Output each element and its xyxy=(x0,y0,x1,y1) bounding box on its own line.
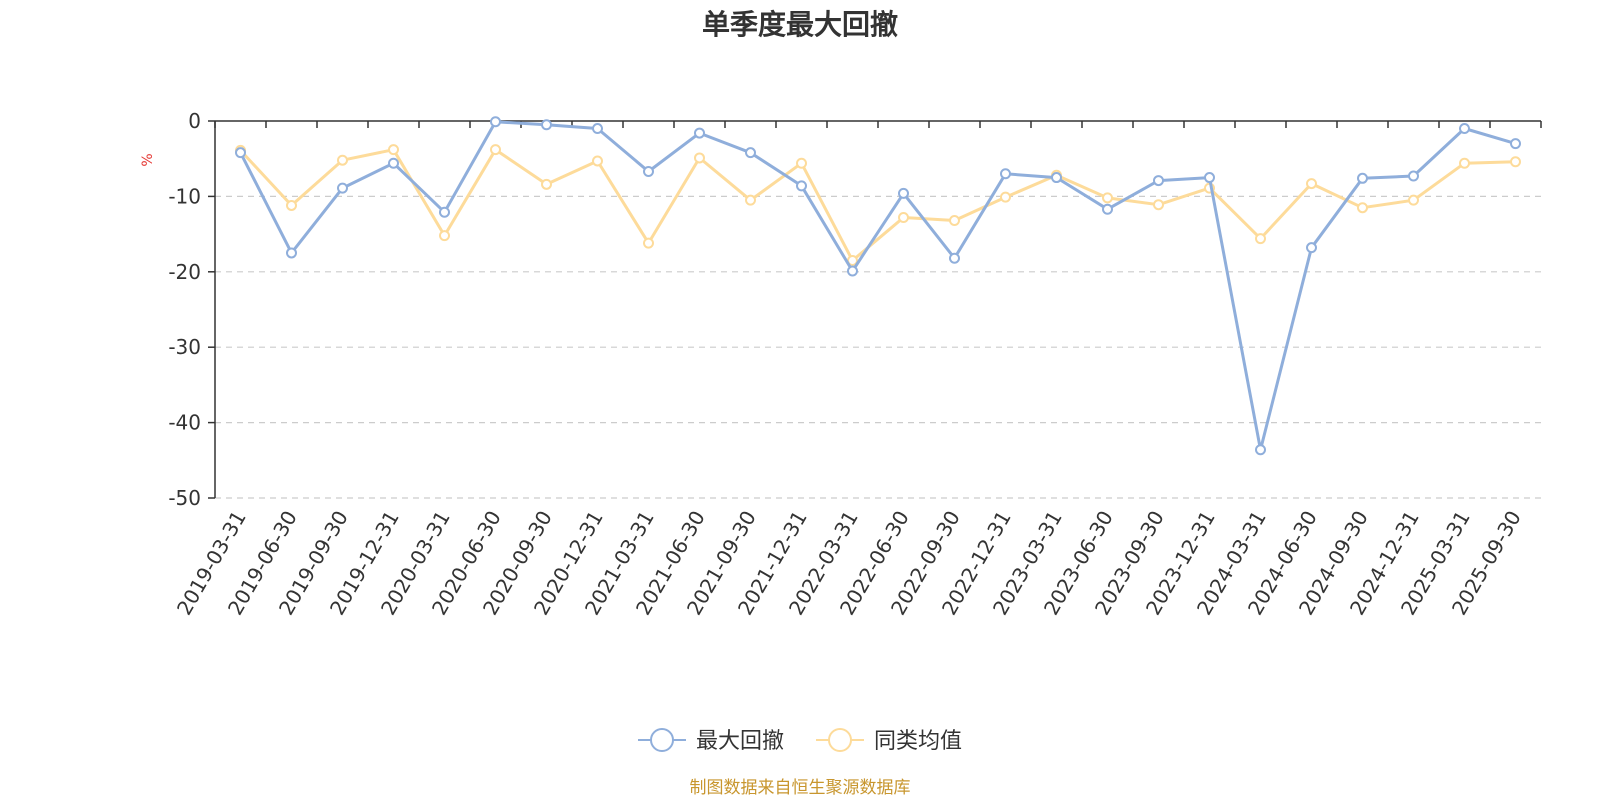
y-tick-label: 0 xyxy=(188,109,201,133)
data-point xyxy=(643,237,654,249)
data-point xyxy=(337,154,348,166)
data-point xyxy=(694,127,705,139)
data-point xyxy=(694,152,705,164)
series-line-peer-average xyxy=(239,148,1516,262)
series-line-max-drawdown xyxy=(239,120,1516,452)
y-tick-labels: 0 -10 -20 -30 -40 -50 xyxy=(168,109,201,510)
data-point xyxy=(388,144,399,156)
data-point xyxy=(898,187,909,199)
source-note: 制图数据来自恒生聚源数据库 xyxy=(690,778,911,798)
data-point xyxy=(1255,444,1266,456)
data-point xyxy=(1306,178,1317,190)
data-point xyxy=(490,116,501,128)
data-point xyxy=(745,194,756,206)
data-point xyxy=(388,157,399,169)
data-point xyxy=(439,230,450,242)
y-tick-label: -10 xyxy=(168,184,201,208)
y-tick-label: -40 xyxy=(168,411,201,435)
data-point xyxy=(541,119,552,131)
data-point xyxy=(847,254,858,266)
data-point xyxy=(949,215,960,227)
y-tick-label: -20 xyxy=(168,260,201,284)
x-tick-labels: 2019-03-312019-06-302019-09-302019-12-31… xyxy=(172,507,1526,620)
grid-lines xyxy=(215,195,1541,499)
data-point xyxy=(337,182,348,194)
data-point xyxy=(1357,202,1368,214)
legend-label: 最大回撤 xyxy=(696,729,784,754)
data-point xyxy=(643,166,654,178)
y-axis-unit: % xyxy=(140,153,156,166)
data-point xyxy=(1459,123,1470,135)
data-point xyxy=(1408,194,1419,206)
data-point xyxy=(1000,191,1011,203)
data-point xyxy=(1255,233,1266,245)
axes xyxy=(208,120,1542,499)
data-point xyxy=(592,155,603,167)
data-point xyxy=(1102,203,1113,215)
data-point xyxy=(541,178,552,190)
data-point xyxy=(1153,175,1164,187)
data-point xyxy=(1357,172,1368,184)
data-point xyxy=(1459,157,1470,169)
legend-circle-icon xyxy=(650,728,674,752)
data-point xyxy=(847,265,858,277)
series-lines xyxy=(235,116,1521,456)
data-point xyxy=(796,157,807,169)
data-point xyxy=(796,180,807,192)
legend-circle-icon xyxy=(828,728,852,752)
data-point xyxy=(286,247,297,259)
data-point xyxy=(235,147,246,159)
data-point xyxy=(1051,172,1062,184)
chart-title: 单季度最大回撤 xyxy=(702,8,898,41)
legend-label: 同类均值 xyxy=(874,729,962,754)
data-point xyxy=(286,199,297,211)
data-point xyxy=(592,123,603,135)
data-point xyxy=(1408,170,1419,182)
data-point xyxy=(1000,168,1011,180)
legend: 最大回撤 同类均值 xyxy=(638,728,962,754)
data-point xyxy=(898,212,909,224)
data-point xyxy=(490,144,501,156)
data-point xyxy=(1102,192,1113,204)
data-point xyxy=(439,206,450,218)
data-point xyxy=(1153,199,1164,211)
data-point xyxy=(745,147,756,159)
y-tick-label: -30 xyxy=(168,335,201,359)
data-point xyxy=(1204,172,1215,184)
data-point xyxy=(1306,242,1317,254)
data-point xyxy=(949,252,960,264)
data-point xyxy=(1510,138,1521,150)
y-tick-label: -50 xyxy=(168,486,201,510)
data-point xyxy=(1510,156,1521,168)
